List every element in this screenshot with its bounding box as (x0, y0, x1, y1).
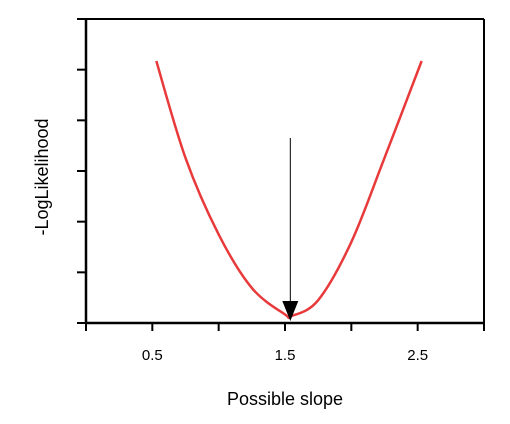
x-axis-label: Possible slope (227, 389, 343, 409)
x-tick-labels: 0.5 1.5 2.5 (142, 347, 428, 364)
x-tick-label: 2.5 (407, 347, 428, 364)
y-axis-label: -LogLikelihood (32, 118, 52, 235)
likelihood-curve (155, 60, 423, 320)
x-tick-label: 0.5 (142, 347, 163, 364)
ticks (77, 18, 485, 331)
x-tick-label: 1.5 (275, 347, 296, 364)
minimum-arrow (282, 138, 299, 321)
arrow-head (282, 301, 299, 321)
axes (84, 18, 485, 325)
